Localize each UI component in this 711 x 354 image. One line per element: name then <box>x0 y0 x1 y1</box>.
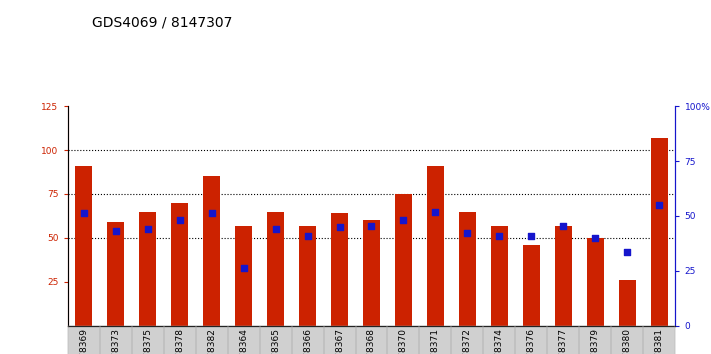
Point <box>141 226 154 232</box>
Bar <box>619 280 636 326</box>
Text: GDS4069 / 8147307: GDS4069 / 8147307 <box>92 16 232 30</box>
Bar <box>267 212 284 326</box>
Point <box>621 249 633 255</box>
Point <box>270 226 282 232</box>
Point <box>525 233 538 239</box>
Bar <box>203 176 220 326</box>
Bar <box>395 194 412 326</box>
Point <box>493 233 505 239</box>
Point <box>557 223 569 228</box>
Bar <box>299 225 316 326</box>
Bar <box>459 212 476 326</box>
Point <box>78 211 90 216</box>
Bar <box>651 138 668 326</box>
Point <box>301 233 313 239</box>
Bar <box>171 203 188 326</box>
Point <box>462 230 474 235</box>
Point <box>173 217 185 223</box>
Bar <box>75 166 92 326</box>
Bar <box>555 225 572 326</box>
Bar <box>139 212 156 326</box>
Point <box>206 211 218 216</box>
Bar <box>587 238 604 326</box>
Bar <box>107 222 124 326</box>
Bar <box>363 220 380 326</box>
Point <box>237 265 249 270</box>
Point <box>429 209 441 215</box>
Point <box>590 235 602 241</box>
Bar <box>491 225 508 326</box>
Point <box>365 223 377 228</box>
Bar <box>235 225 252 326</box>
Bar <box>427 166 444 326</box>
Point <box>398 217 410 223</box>
Bar <box>331 213 348 326</box>
Point <box>334 224 346 230</box>
Point <box>109 228 121 234</box>
Point <box>654 202 665 207</box>
Bar <box>523 245 540 326</box>
